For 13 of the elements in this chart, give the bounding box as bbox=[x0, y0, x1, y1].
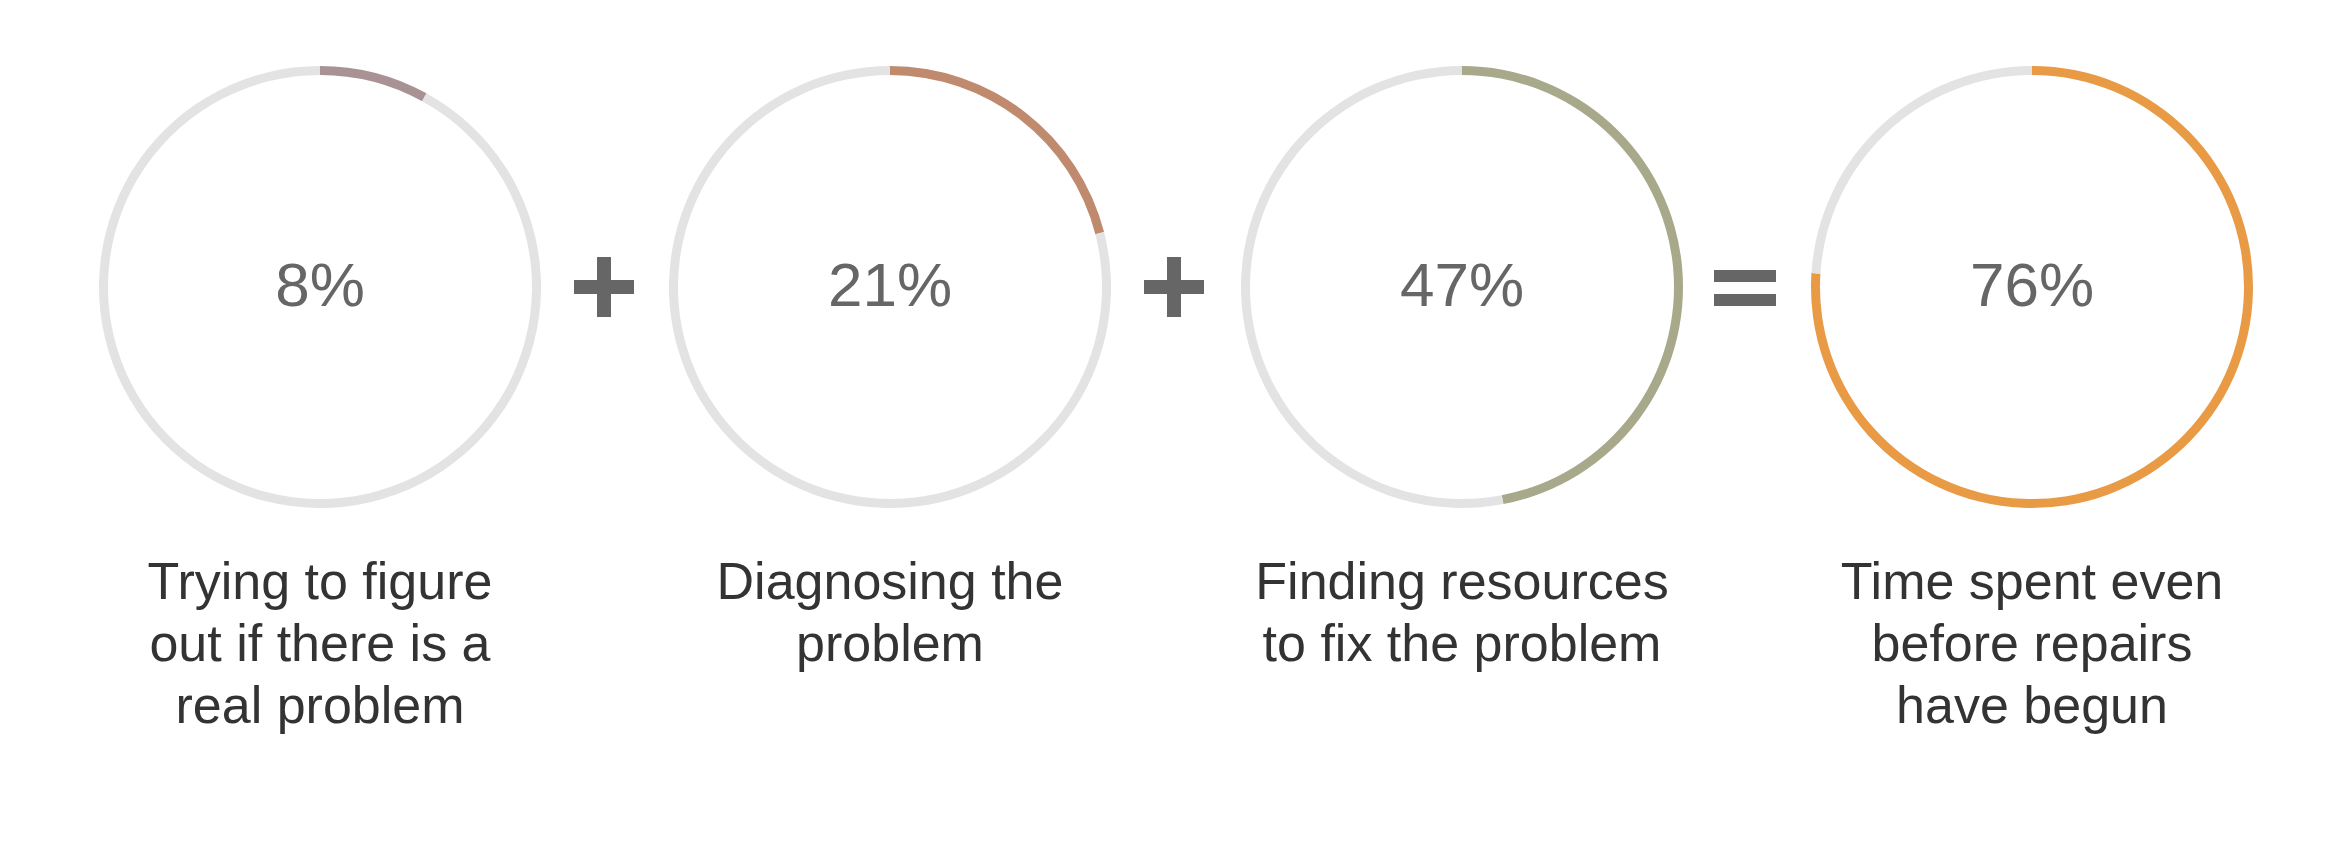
donut-slice bbox=[99, 66, 541, 508]
data-label: 76% bbox=[1969, 250, 2095, 319]
data-label: 8% bbox=[275, 250, 365, 319]
text: Trying to figure out if there is a real problem bbox=[146, 551, 494, 736]
text: Diagnosing the problem bbox=[715, 551, 1065, 674]
data-label: 47% bbox=[1399, 250, 1525, 319]
text: Time spent even before repairs have begun bbox=[1839, 551, 2225, 736]
data-label: 21% bbox=[827, 250, 953, 319]
donut-slice bbox=[1811, 66, 2253, 508]
donut-slice bbox=[890, 66, 1105, 235]
text: Finding resources to fix the problem bbox=[1254, 551, 1670, 674]
donut-slice bbox=[669, 66, 1111, 508]
donut-slice bbox=[320, 66, 427, 102]
